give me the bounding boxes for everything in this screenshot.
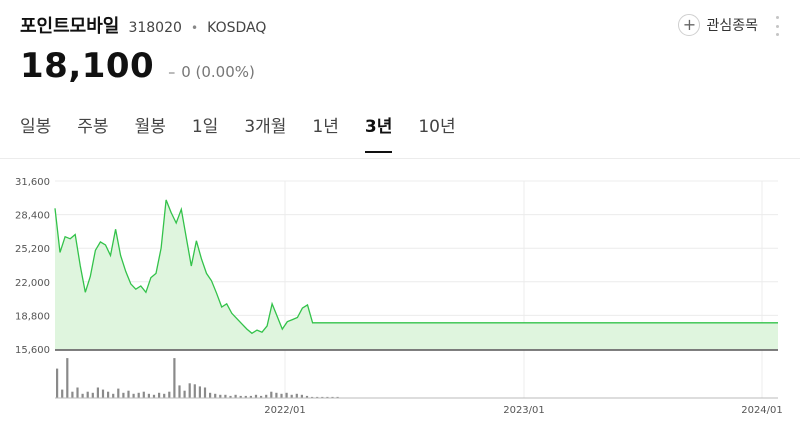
volume-bar xyxy=(234,394,237,398)
volume-bar xyxy=(137,392,140,399)
volume-bar xyxy=(244,395,247,398)
tab-monthly[interactable]: 월봉 xyxy=(134,117,166,137)
volume-bar xyxy=(168,391,171,398)
volume-bar xyxy=(224,394,227,398)
separator-dot: • xyxy=(191,21,199,35)
volume-bar xyxy=(101,389,105,398)
volume-bar xyxy=(239,395,242,398)
volume-bar xyxy=(117,388,120,399)
volume-bar xyxy=(56,368,59,398)
volume-bar xyxy=(254,394,258,398)
volume-bar xyxy=(173,358,176,398)
volume-bar xyxy=(132,393,135,398)
volume-bar xyxy=(275,392,278,399)
volume-bar xyxy=(270,391,273,398)
volume-bar xyxy=(66,358,69,398)
volume-bar xyxy=(219,394,222,398)
volume-bar xyxy=(107,391,110,398)
volume-bar xyxy=(305,395,309,398)
y-tick-label: 31,600 xyxy=(15,177,50,188)
y-tick-label: 15,600 xyxy=(15,345,50,356)
volume-bar xyxy=(311,396,314,398)
volume-bar xyxy=(76,387,79,398)
volume-bar xyxy=(336,396,339,398)
tab-weekly[interactable]: 주봉 xyxy=(77,117,109,137)
volume-bar xyxy=(203,387,207,398)
tab-10year[interactable]: 10년 xyxy=(418,117,456,137)
price-change: 0 (0.00%) xyxy=(181,63,255,81)
volume-bar xyxy=(183,390,186,398)
volume-bar xyxy=(112,393,115,398)
tab-1day[interactable]: 1일 xyxy=(191,117,219,137)
y-tick-label: 28,400 xyxy=(15,211,50,222)
tab-3year[interactable]: 3년 xyxy=(364,112,393,153)
tab-3month[interactable]: 3개월 xyxy=(244,117,287,137)
volume-bar xyxy=(127,390,130,398)
volume-bar xyxy=(300,394,303,398)
stock-market: KOSDAQ xyxy=(207,20,267,36)
volume-bar xyxy=(178,385,181,398)
stock-name: 포인트모바일 xyxy=(20,16,120,37)
volume-bar xyxy=(331,396,334,398)
volume-bar xyxy=(321,396,324,398)
volume-bar xyxy=(295,393,298,398)
more-vertical-icon[interactable] xyxy=(774,16,780,36)
price-chart[interactable]: 31,600 28,400 25,200 22,000 18,800 15,600 2022… xyxy=(0,168,800,427)
tab-daily[interactable]: 일봉 xyxy=(20,117,52,137)
volume-bar xyxy=(71,391,74,398)
volume-bar xyxy=(163,393,166,398)
current-price: 18,100 xyxy=(20,46,155,86)
volume-bar xyxy=(188,383,191,398)
volume-bar xyxy=(152,394,156,398)
volume-bar xyxy=(147,393,150,398)
price-row: 18,100 – 0 (0.00%) xyxy=(20,46,255,86)
stock-header: 포인트모바일 318020 • KOSDAQ + 관심종목 xyxy=(20,12,780,42)
volume-bar xyxy=(214,393,217,398)
volume-bar xyxy=(91,392,94,399)
price-area xyxy=(55,199,778,349)
tab-1year[interactable]: 1년 xyxy=(312,117,339,137)
volume-bar xyxy=(122,392,125,399)
volume-bar xyxy=(280,393,283,398)
volume-bar xyxy=(158,392,161,399)
volume-bar xyxy=(285,392,288,399)
x-tick-label: 2022/01 xyxy=(264,405,306,416)
volume-bar xyxy=(142,391,145,398)
period-tabs: 일봉 주봉 월봉 1일 3개월 1년 3년 10년 xyxy=(20,112,482,153)
add-watchlist-button[interactable]: + 관심종목 xyxy=(678,14,758,36)
change-symbol: – xyxy=(168,65,176,81)
plus-icon: + xyxy=(678,14,701,36)
volume-bar xyxy=(81,393,84,398)
volume-bar xyxy=(326,396,329,398)
volume-bar xyxy=(193,384,196,398)
tab-divider xyxy=(0,158,800,159)
price-line xyxy=(54,199,778,335)
volume-bar xyxy=(198,386,201,398)
volume-bar xyxy=(229,395,232,398)
volume-bar xyxy=(316,396,319,398)
x-tick-label: 2023/01 xyxy=(503,405,545,416)
watchlist-label: 관심종목 xyxy=(706,18,758,34)
volume-bar xyxy=(61,389,64,398)
volume-bar xyxy=(209,392,212,399)
y-tick-label: 22,000 xyxy=(15,278,50,289)
volume-bar xyxy=(86,391,89,398)
y-tick-label: 25,200 xyxy=(15,244,50,255)
y-tick-label: 18,800 xyxy=(15,311,50,322)
stock-code: 318020 xyxy=(128,20,182,36)
volume-bar xyxy=(249,395,252,398)
volume-bar xyxy=(290,394,293,398)
volume-bar xyxy=(96,387,99,398)
x-tick-label: 2024/01 xyxy=(741,405,783,416)
volume-bar xyxy=(260,395,263,398)
volume-bar xyxy=(265,394,268,398)
